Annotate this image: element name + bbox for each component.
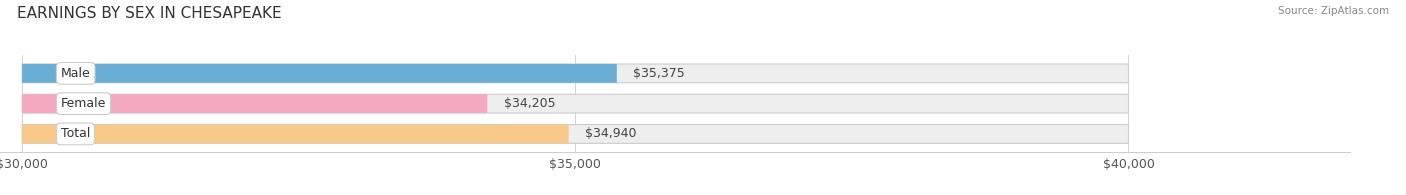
FancyBboxPatch shape [22, 125, 568, 143]
Text: $35,375: $35,375 [633, 67, 685, 80]
Text: Male: Male [60, 67, 90, 80]
Text: $34,205: $34,205 [503, 97, 555, 110]
Text: EARNINGS BY SEX IN CHESAPEAKE: EARNINGS BY SEX IN CHESAPEAKE [17, 6, 281, 21]
FancyBboxPatch shape [22, 64, 1129, 83]
FancyBboxPatch shape [22, 94, 1129, 113]
Text: Source: ZipAtlas.com: Source: ZipAtlas.com [1278, 6, 1389, 16]
Text: $34,940: $34,940 [585, 127, 637, 140]
FancyBboxPatch shape [22, 64, 617, 83]
Text: Female: Female [60, 97, 107, 110]
FancyBboxPatch shape [22, 125, 1129, 143]
FancyBboxPatch shape [22, 94, 488, 113]
Text: Total: Total [60, 127, 90, 140]
